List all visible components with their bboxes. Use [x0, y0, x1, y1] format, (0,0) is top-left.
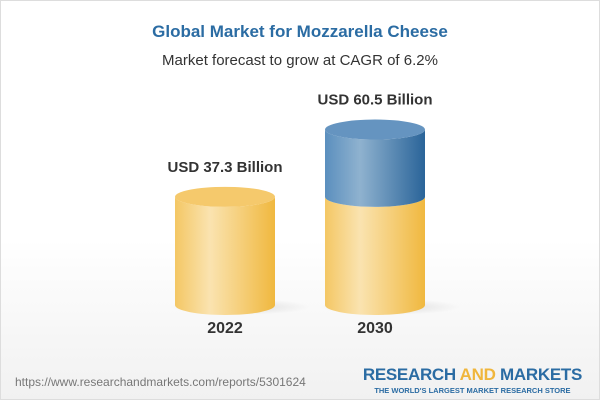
bar-base-2022-body [175, 196, 275, 315]
source-url[interactable]: https://www.researchandmarkets.com/repor… [15, 375, 306, 389]
bar-base-2030-body [325, 196, 425, 315]
bar-base-2022-top [175, 186, 275, 207]
logo-text: RESEARCH [362, 365, 460, 384]
data-label: USD 60.5 Billion [317, 92, 432, 109]
chart-title: Global Market for Mozzarella Cheese [152, 22, 448, 41]
logo: RESEARCH AND MARKETS THE WORLD'S LARGEST… [363, 365, 582, 395]
category-label: 2030 [357, 320, 393, 337]
bar-growth-2030-body [325, 129, 425, 207]
logo-text-and: AND [459, 365, 496, 384]
chart: USD 37.3 Billion 2022 USD 60.5 Billion 2030 [167, 92, 460, 337]
chart-subtitle: Market forecast to grow at CAGR of 6.2% [162, 52, 438, 69]
data-label: USD 37.3 Billion [167, 159, 282, 176]
category-label: 2022 [207, 320, 243, 337]
logo-text: MARKETS [495, 365, 582, 384]
logo-tagline: THE WORLD'S LARGEST MARKET RESEARCH STOR… [374, 386, 571, 395]
bar-growth-2030-top [325, 119, 425, 140]
